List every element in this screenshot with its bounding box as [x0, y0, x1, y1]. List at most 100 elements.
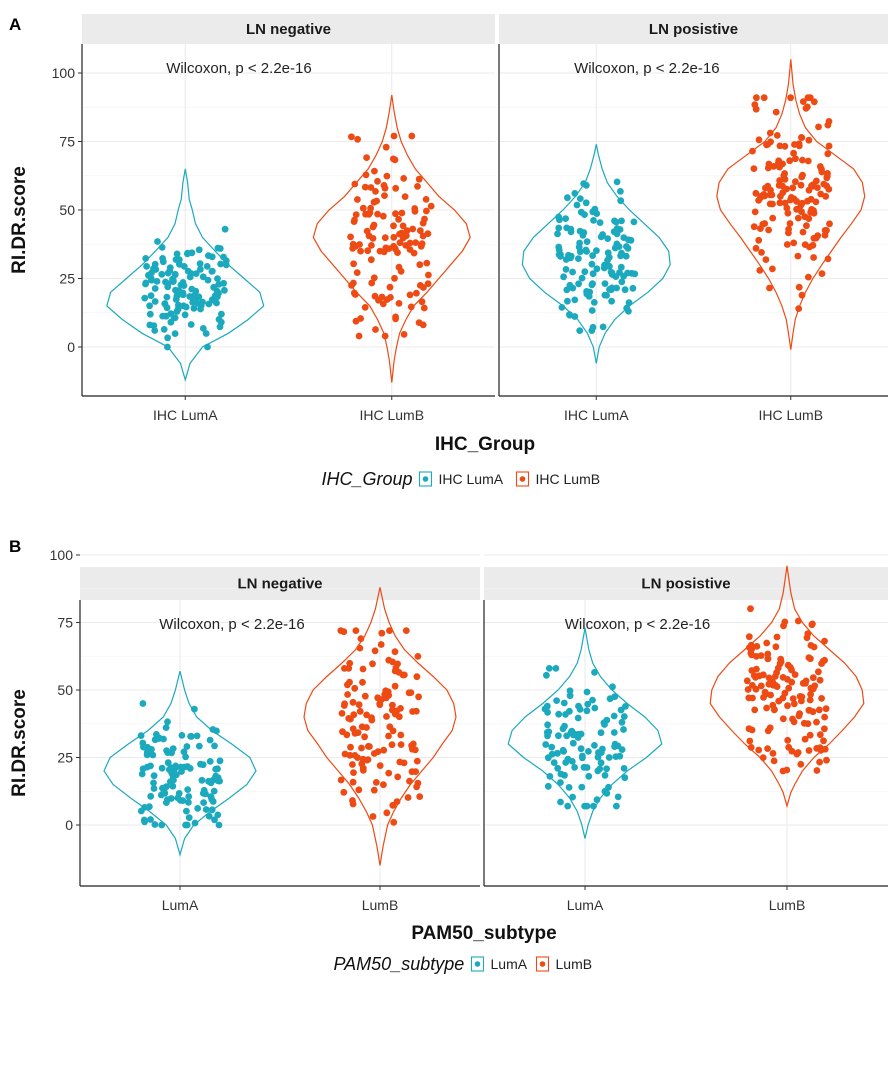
data-point [614, 793, 622, 801]
data-point [810, 254, 817, 261]
data-point [563, 286, 571, 294]
data-point [179, 291, 187, 299]
data-point [799, 679, 807, 687]
data-point [772, 643, 780, 651]
data-point [815, 668, 822, 676]
data-point [593, 265, 601, 273]
data-point [753, 94, 760, 102]
data-point [562, 266, 570, 273]
data-point [150, 779, 157, 787]
data-point [804, 157, 812, 165]
data-point [385, 732, 392, 740]
data-point [795, 283, 803, 291]
data-point [565, 784, 573, 791]
data-point [790, 149, 797, 157]
data-point [357, 635, 365, 643]
data-point [350, 289, 358, 297]
data-point [420, 304, 428, 312]
data-point [612, 218, 620, 226]
data-point [376, 701, 384, 709]
data-point [617, 252, 624, 260]
data-point [368, 279, 376, 287]
data-point [367, 204, 374, 212]
data-point [786, 220, 794, 227]
data-point [215, 290, 222, 297]
data-point [380, 781, 387, 789]
data-point [395, 215, 402, 223]
data-point [610, 712, 618, 720]
data-point [576, 705, 584, 713]
data-point [617, 263, 625, 271]
facet-strip-label: LN negative [237, 576, 322, 593]
data-point [604, 235, 612, 243]
data-point [543, 702, 551, 710]
data-point [173, 250, 181, 258]
data-point [575, 280, 582, 288]
data-point [191, 819, 199, 827]
x-tick-label: IHC LumA [153, 407, 218, 423]
data-point [569, 284, 577, 292]
data-point [805, 186, 813, 194]
data-point [764, 650, 772, 658]
data-point [169, 782, 177, 790]
data-point [401, 193, 409, 201]
data-point [745, 633, 753, 641]
data-point [809, 708, 817, 716]
y-axis-label: RI.DR.score [9, 689, 30, 797]
data-point [593, 796, 601, 804]
data-point [764, 727, 772, 735]
data-point [546, 773, 554, 780]
data-point [809, 674, 817, 682]
data-point [824, 150, 832, 158]
data-point [363, 724, 370, 731]
data-point [806, 731, 814, 739]
data-point [555, 213, 563, 221]
data-point [346, 659, 354, 667]
data-point [170, 314, 178, 321]
data-point [604, 256, 611, 264]
data-point [349, 698, 357, 706]
data-point [747, 605, 754, 613]
data-point [217, 260, 225, 268]
data-point [603, 765, 610, 773]
data-point [824, 121, 832, 129]
data-point [151, 260, 159, 268]
data-point [765, 680, 773, 688]
data-point [765, 226, 772, 234]
x-tick-label: LumA [567, 897, 604, 913]
data-point [765, 674, 773, 682]
data-point [167, 795, 175, 802]
data-point [195, 742, 203, 750]
data-point [150, 785, 158, 792]
data-point [755, 197, 762, 204]
data-point [569, 739, 577, 747]
data-point [580, 180, 588, 188]
data-point [400, 331, 408, 338]
data-point [398, 209, 406, 217]
data-point [763, 639, 771, 647]
data-point [571, 764, 578, 771]
data-point [555, 732, 562, 740]
data-point [370, 221, 378, 229]
data-point [369, 813, 377, 820]
data-point [625, 299, 633, 306]
data-point [589, 270, 597, 278]
data-point [783, 204, 791, 212]
data-point [581, 211, 588, 219]
violin-lumb [303, 587, 457, 866]
legend-title: PAM50_subtype [334, 954, 465, 974]
data-point [170, 768, 178, 776]
data-point [762, 690, 770, 698]
data-point [554, 764, 562, 772]
data-point [564, 802, 572, 810]
data-point [391, 648, 399, 656]
data-point [199, 325, 207, 332]
data-point [423, 259, 431, 267]
data-point [821, 227, 829, 234]
data-point [196, 260, 204, 268]
data-point [784, 209, 792, 217]
data-point [596, 219, 604, 227]
data-point [777, 192, 784, 200]
data-point [389, 727, 397, 735]
data-point [362, 210, 369, 218]
